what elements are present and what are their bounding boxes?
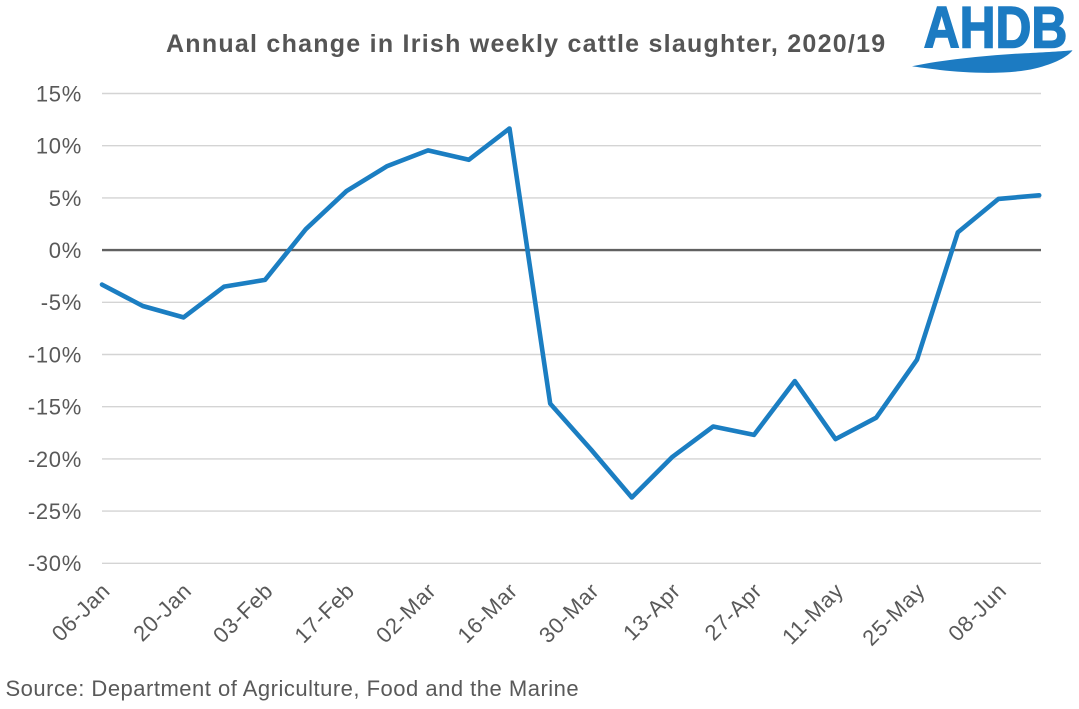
svg-text:08-Jun: 08-Jun	[943, 578, 1011, 646]
svg-text:27-Apr: 27-Apr	[700, 578, 767, 645]
svg-text:25-May: 25-May	[857, 578, 930, 651]
svg-text:16-Mar: 16-Mar	[453, 578, 523, 648]
svg-text:AHDB: AHDB	[924, 0, 1068, 61]
svg-text:-25%: -25%	[28, 499, 82, 524]
svg-text:10%: 10%	[36, 134, 82, 159]
svg-text:02-Mar: 02-Mar	[371, 578, 441, 648]
svg-text:5%: 5%	[49, 186, 82, 211]
svg-text:-15%: -15%	[28, 395, 82, 420]
svg-text:03-Feb: 03-Feb	[208, 578, 278, 648]
svg-text:15%: 15%	[36, 81, 82, 106]
svg-text:06-Jan: 06-Jan	[47, 578, 115, 646]
svg-text:20-Jan: 20-Jan	[128, 578, 196, 646]
svg-text:13-Apr: 13-Apr	[618, 578, 685, 645]
svg-text:17-Feb: 17-Feb	[289, 578, 359, 648]
svg-text:-20%: -20%	[28, 447, 82, 472]
svg-text:-30%: -30%	[28, 551, 82, 576]
svg-text:0%: 0%	[49, 238, 82, 263]
svg-text:11-May: 11-May	[777, 578, 848, 649]
svg-text:-5%: -5%	[41, 290, 82, 315]
svg-text:30-Mar: 30-Mar	[534, 578, 604, 648]
svg-text:Annual change in Irish weekly: Annual change in Irish weekly cattle sla…	[166, 30, 886, 58]
svg-text:Source: Department of Agricult: Source: Department of Agriculture, Food …	[6, 676, 580, 701]
svg-text:-10%: -10%	[28, 342, 82, 367]
